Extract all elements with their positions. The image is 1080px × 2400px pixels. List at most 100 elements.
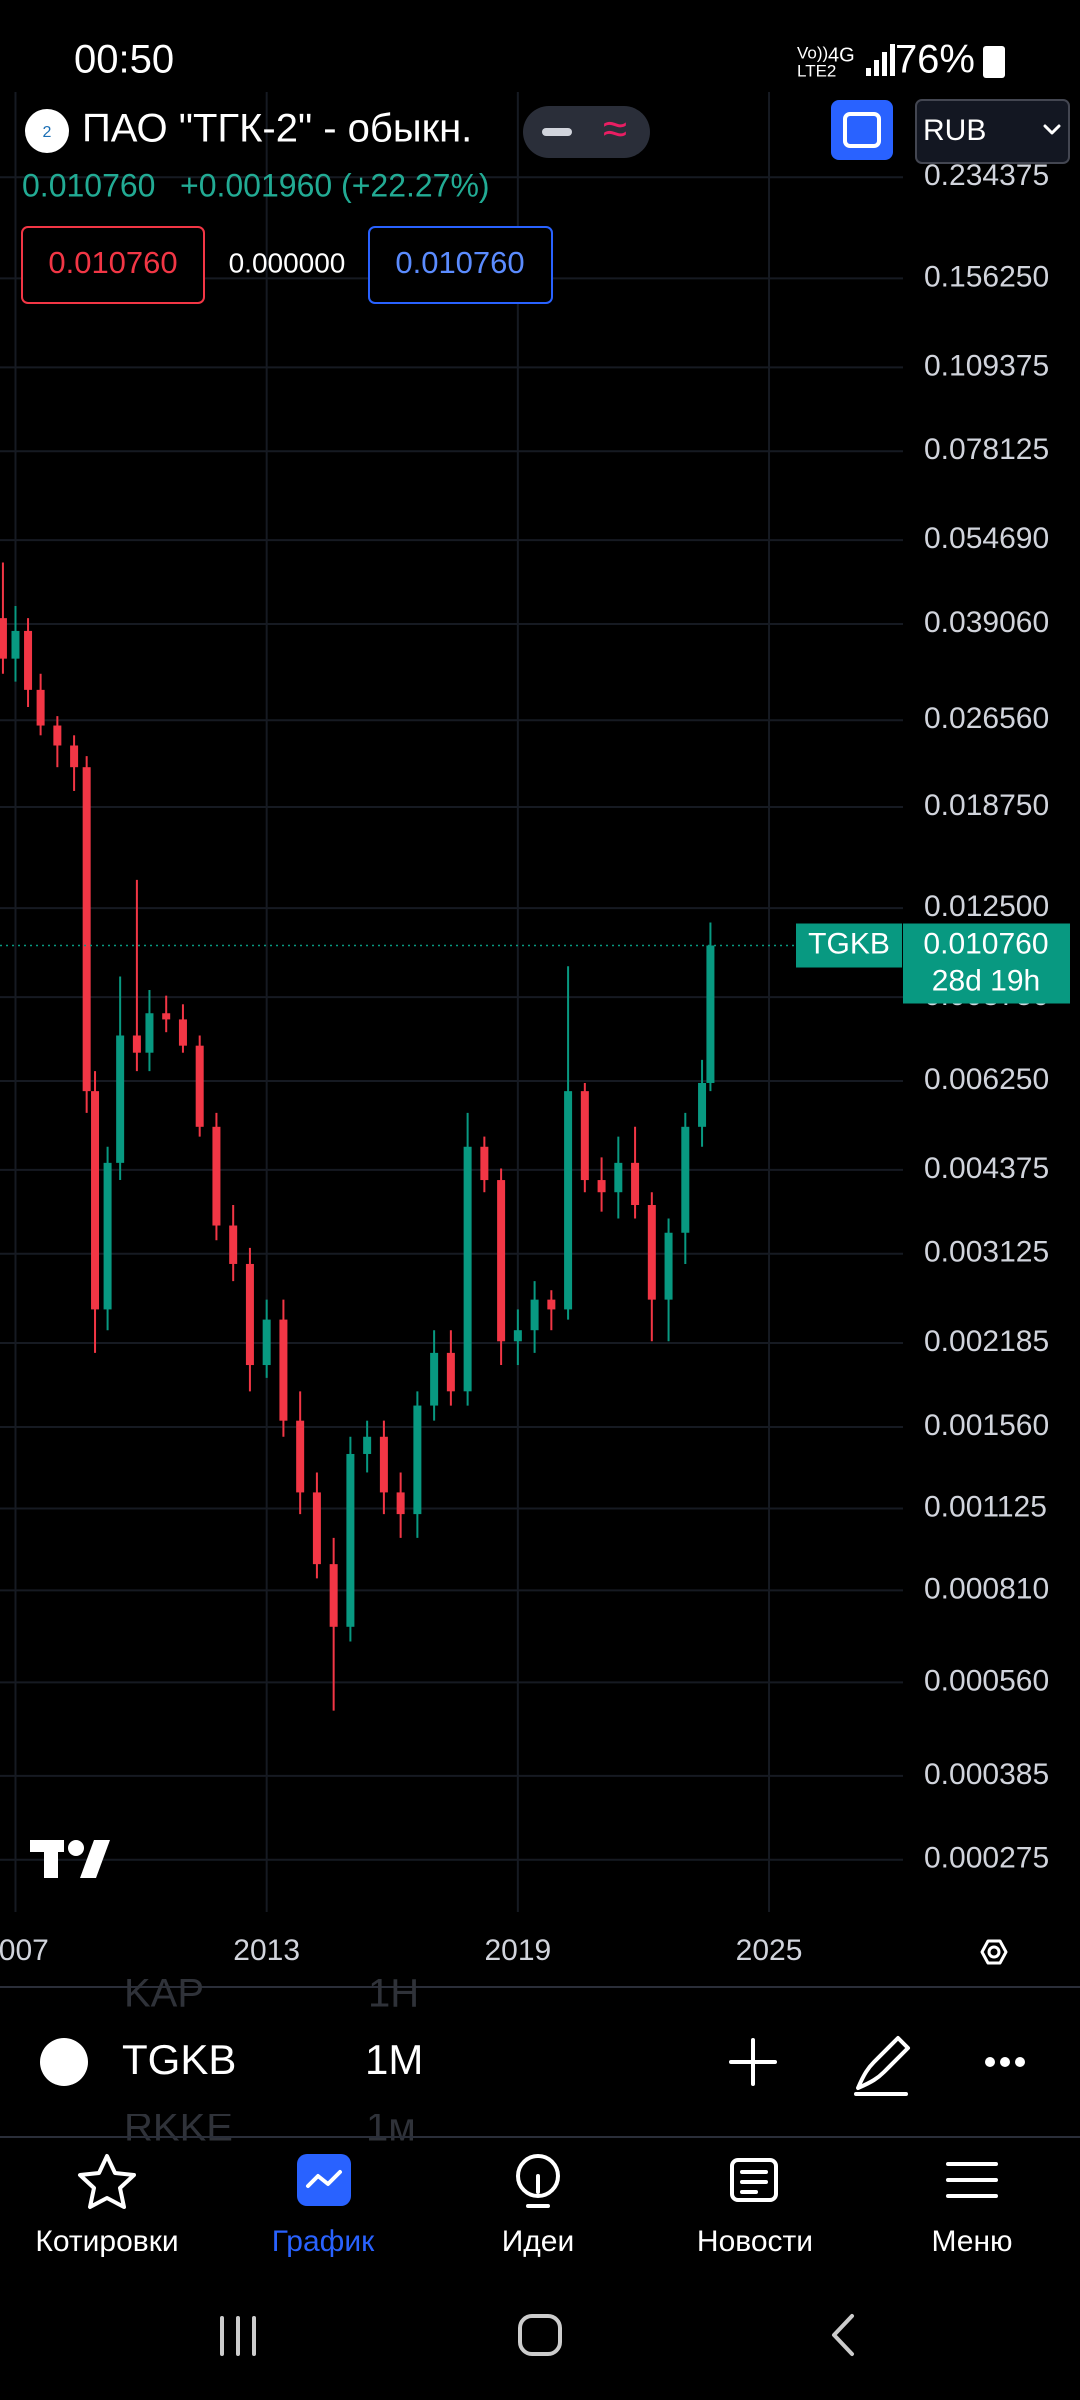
candle-body bbox=[706, 945, 715, 1083]
candle-body bbox=[91, 1091, 100, 1310]
news-glyph bbox=[740, 2170, 768, 2194]
bid-box[interactable] bbox=[21, 226, 205, 304]
status-battery: 76% bbox=[895, 38, 975, 82]
chart: 0.234375 0.156250 0.109375 0.078125 0.054690… bbox=[0, 92, 1070, 1967]
nav-label[interactable]: Меню bbox=[931, 2225, 1012, 2258]
y-tick-label: 0.000560 bbox=[924, 1664, 1049, 1697]
y-tick-label: 0.156250 bbox=[924, 260, 1049, 293]
settings-dot bbox=[987, 1945, 1001, 1959]
more-button[interactable] bbox=[985, 2057, 1025, 2067]
price-tag-symbol-box bbox=[796, 923, 902, 968]
draw-button[interactable] bbox=[854, 2036, 910, 2096]
nav-label[interactable]: Котировки bbox=[35, 2225, 178, 2258]
ghost-symbol: KAP bbox=[124, 1972, 204, 2016]
ideas-glyph bbox=[526, 2174, 550, 2208]
candle-body bbox=[580, 1091, 589, 1181]
sys-back[interactable] bbox=[832, 2314, 854, 2356]
candle-body bbox=[145, 1013, 154, 1053]
candle-body bbox=[36, 689, 45, 726]
candle-body bbox=[497, 1180, 506, 1342]
candle-body bbox=[178, 1019, 187, 1046]
battery-icon bbox=[983, 46, 1005, 78]
sys-home[interactable] bbox=[518, 2314, 562, 2356]
price-tag-countdown: 28d 19h bbox=[932, 964, 1040, 997]
status-time: 00:50 bbox=[74, 38, 174, 82]
symbol-title[interactable]: ПАО "ТГК-2" - обыкн. bbox=[82, 107, 472, 151]
y-tick-label: 0.018750 bbox=[924, 789, 1049, 822]
toolbar-interval[interactable]: 1M bbox=[365, 2036, 423, 2083]
y-tick-label: 0.012500 bbox=[924, 890, 1049, 923]
candle-body bbox=[647, 1205, 656, 1300]
candle-body bbox=[279, 1319, 288, 1421]
add-button[interactable] bbox=[729, 2038, 777, 2086]
y-tick-label: 0.039060 bbox=[924, 606, 1049, 639]
y-tick-label: 0.109375 bbox=[924, 349, 1049, 382]
candle-body bbox=[698, 1082, 707, 1127]
nav-icon-news[interactable] bbox=[730, 2158, 778, 2202]
candle-body bbox=[212, 1126, 221, 1226]
compare-toggle[interactable] bbox=[523, 106, 650, 158]
y-tick-label: 0.002185 bbox=[924, 1325, 1049, 1358]
nav-label[interactable]: Идеи bbox=[502, 2225, 575, 2258]
ask-price: 0.010760 bbox=[395, 245, 524, 280]
candle-body bbox=[413, 1405, 422, 1515]
price-tag-symbol: TGKB bbox=[808, 927, 890, 960]
candle-body bbox=[513, 1330, 522, 1342]
nav-label-active[interactable]: График bbox=[272, 2225, 375, 2258]
currency-select[interactable] bbox=[915, 99, 1070, 164]
y-tick-label: 0.000385 bbox=[924, 1758, 1049, 1791]
candle-body bbox=[11, 630, 20, 659]
chart-settings[interactable] bbox=[980, 1939, 1008, 1965]
status-network: Vo)) bbox=[797, 43, 828, 62]
y-tick-label: 0.006250 bbox=[924, 1063, 1049, 1096]
signal-icon bbox=[866, 44, 895, 76]
currency-label: RUB bbox=[923, 114, 986, 147]
candle-body bbox=[296, 1420, 305, 1493]
nav-icon-quotes[interactable] bbox=[78, 2154, 136, 2209]
status-network: 4G bbox=[828, 44, 855, 66]
candle-body bbox=[70, 745, 79, 768]
chart-glyph bbox=[306, 2170, 342, 2188]
x-tick-label: 2019 bbox=[484, 1934, 551, 1967]
y-tick-label: 0.003125 bbox=[924, 1236, 1049, 1269]
candle-body bbox=[329, 1564, 338, 1627]
candle-body bbox=[664, 1232, 673, 1300]
y-tick-label: 0.078125 bbox=[924, 433, 1049, 466]
candle-body bbox=[346, 1453, 355, 1627]
fullscreen-icon bbox=[843, 112, 881, 148]
candle-body bbox=[430, 1352, 439, 1406]
candle-body bbox=[530, 1299, 539, 1331]
candle-body bbox=[446, 1352, 455, 1392]
spread: 0.000000 bbox=[229, 247, 346, 278]
ask-box[interactable] bbox=[368, 226, 553, 304]
quote-price: 0.010760 bbox=[22, 167, 155, 203]
candle-body bbox=[564, 1091, 573, 1310]
y-tick-label: 0.004375 bbox=[924, 1152, 1049, 1185]
fullscreen-button[interactable] bbox=[831, 100, 893, 160]
status-network: LTE2 bbox=[797, 61, 836, 80]
x-tick-label: 2025 bbox=[736, 1934, 803, 1967]
candle-body bbox=[103, 1162, 112, 1310]
candle-body bbox=[24, 630, 33, 690]
y-tick-label: 0.001125 bbox=[924, 1490, 1047, 1523]
candle-body bbox=[379, 1436, 388, 1493]
candle-body bbox=[463, 1146, 472, 1392]
sys-recents[interactable] bbox=[220, 2316, 256, 2356]
bid-price: 0.010760 bbox=[48, 245, 177, 280]
y-tick-label: 0.054690 bbox=[924, 522, 1049, 555]
candle-body bbox=[363, 1436, 372, 1454]
toggle-approx: ≈ bbox=[603, 105, 627, 154]
dropdown-arrow bbox=[1043, 124, 1061, 135]
price-tag-value: 0.010760 bbox=[923, 927, 1048, 960]
candle-body bbox=[195, 1045, 204, 1127]
toolbar-symbol[interactable]: TGKB bbox=[122, 2036, 236, 2083]
symbol-logo bbox=[25, 109, 69, 153]
y-tick-label: 0.001560 bbox=[924, 1409, 1049, 1442]
candle-body bbox=[0, 618, 7, 659]
candle-body bbox=[547, 1299, 556, 1310]
nav-label[interactable]: Новости bbox=[697, 2225, 813, 2258]
toolbar bbox=[0, 2010, 1080, 2114]
nav-icon-menu[interactable] bbox=[946, 2162, 998, 2198]
nav-icon-ideas[interactable] bbox=[516, 2154, 560, 2198]
